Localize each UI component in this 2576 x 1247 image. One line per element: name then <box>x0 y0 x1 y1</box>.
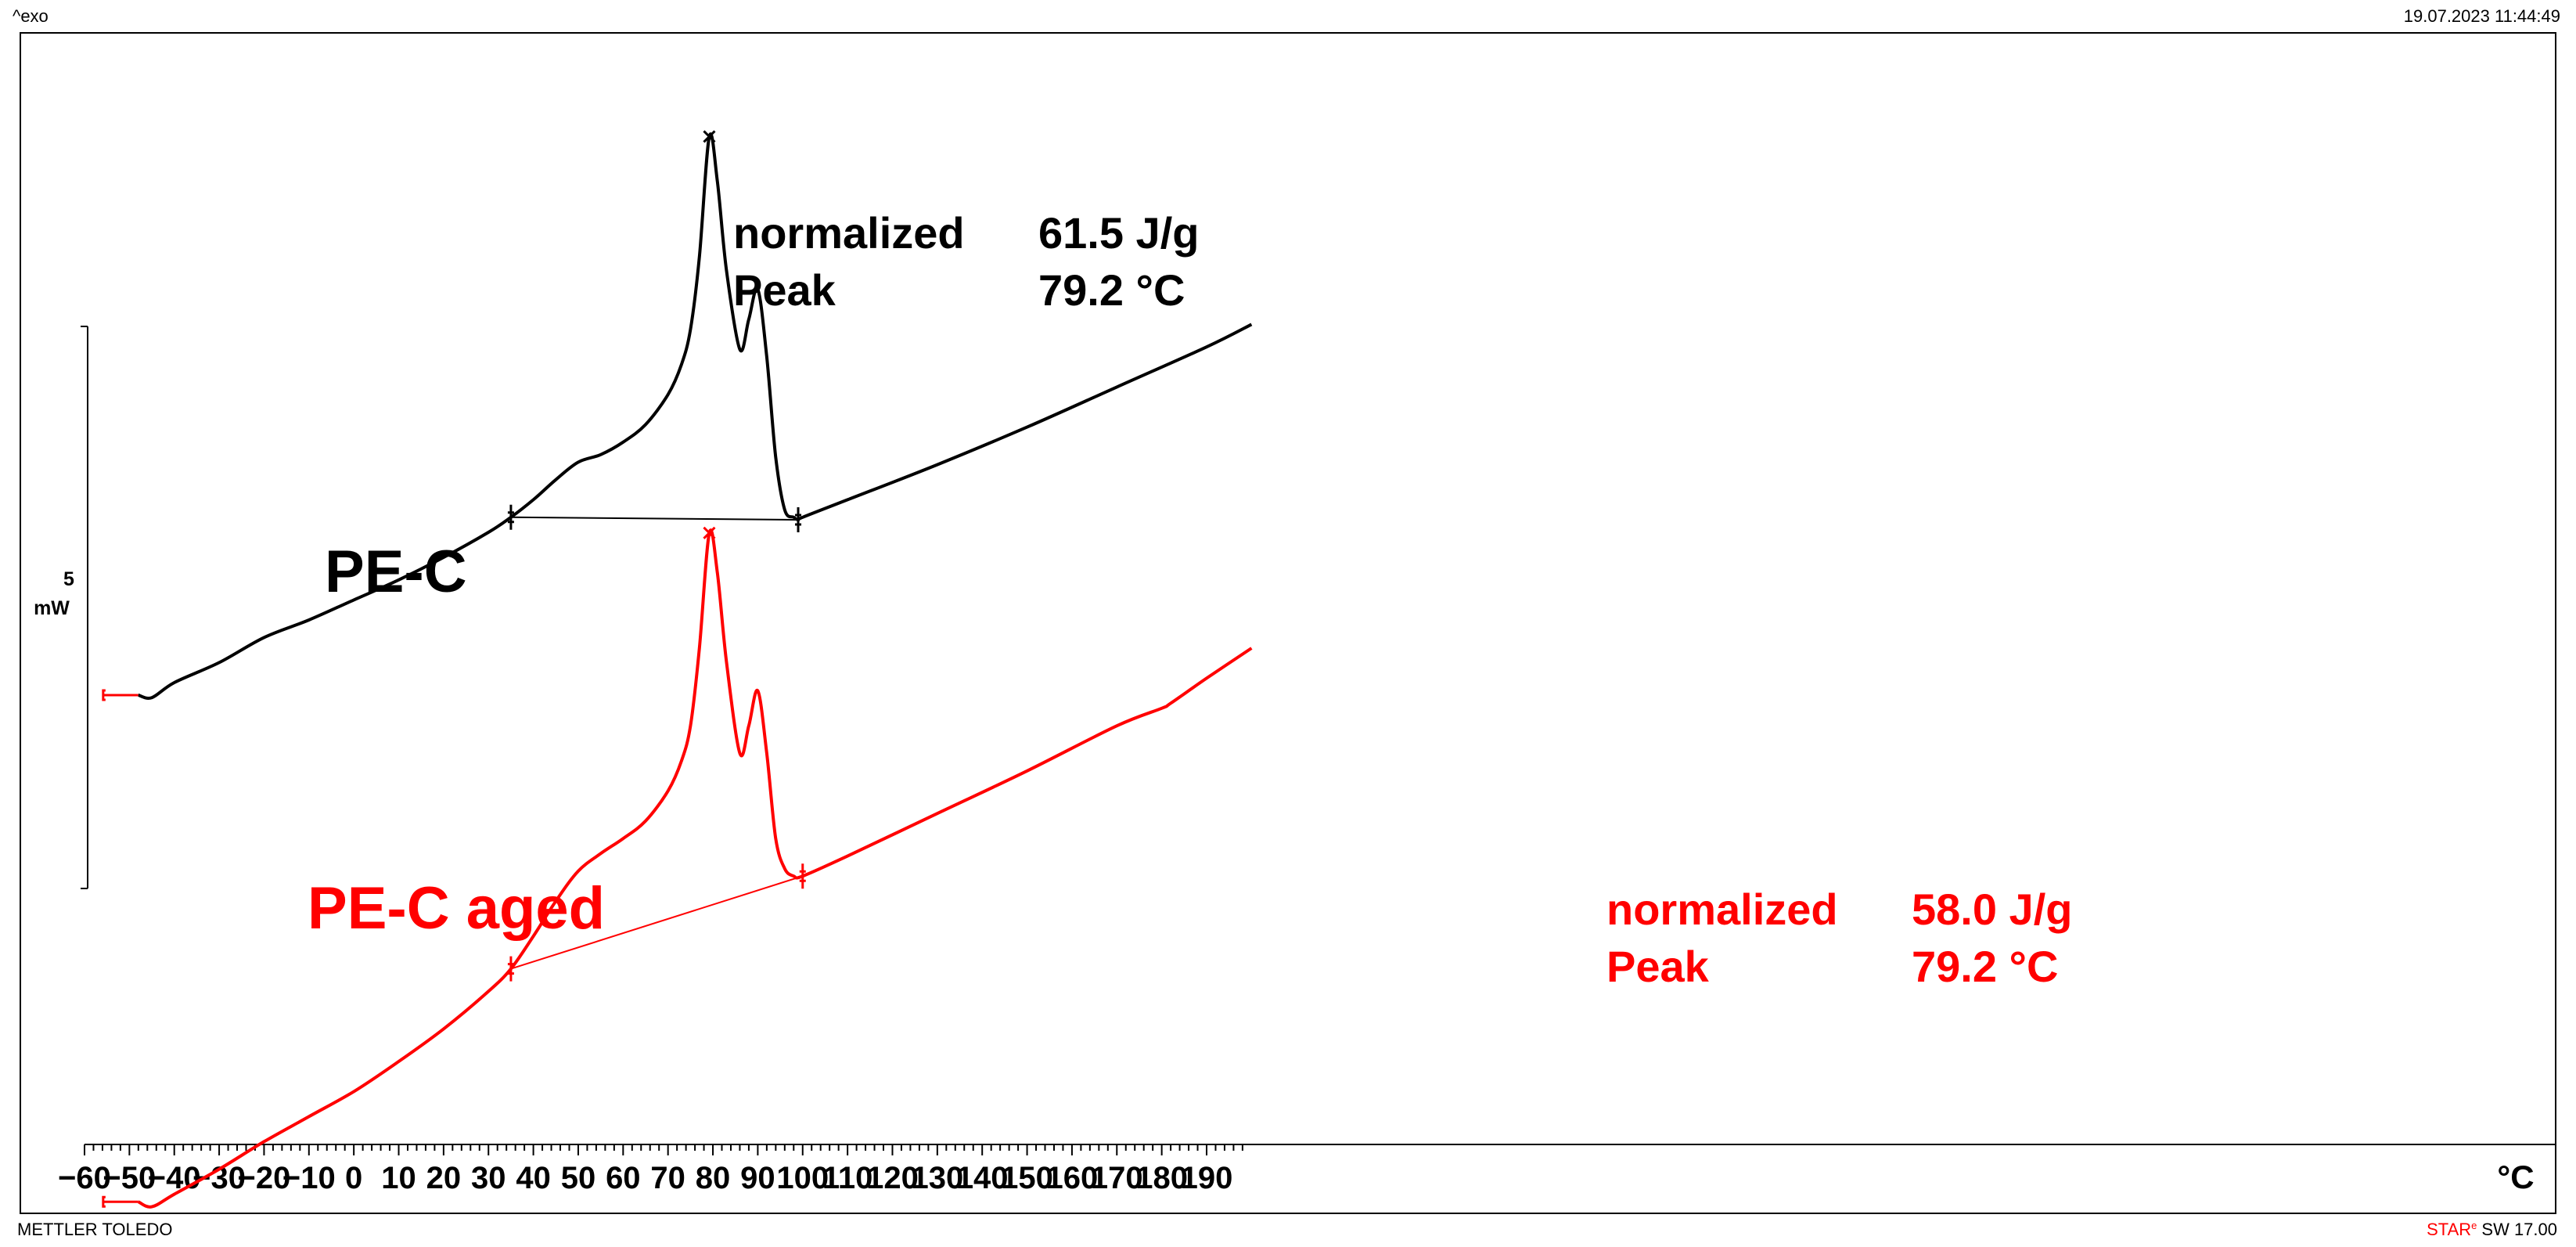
peak-marker <box>703 526 716 539</box>
x-tick-label: 60 <box>606 1161 641 1195</box>
normalized-value: 58.0 J/g <box>1912 885 2072 934</box>
software-star: STAR <box>2427 1220 2471 1239</box>
x-axis-ticks <box>84 1144 1243 1155</box>
normalized-label: normalized <box>1606 885 1838 934</box>
x-tick-label: 70 <box>650 1161 685 1195</box>
software-mark: e <box>2471 1220 2477 1231</box>
segment-start-marker <box>102 1195 139 1208</box>
x-tick-label: −40 <box>148 1161 201 1195</box>
integration-baseline <box>510 875 804 970</box>
exo-direction-label: ^exo <box>13 6 49 26</box>
x-tick-label: −10 <box>282 1161 336 1195</box>
series-line <box>138 132 1253 700</box>
software-label: STARe SW 17.00 <box>2427 1220 2557 1239</box>
x-tick-label: −60 <box>58 1161 111 1195</box>
x-tick-label: 20 <box>426 1161 462 1195</box>
peak-marker <box>703 130 716 143</box>
scale-bar: 5 mW <box>34 326 88 889</box>
x-tick-label: 40 <box>516 1161 551 1195</box>
x-tick-label: 180 <box>1135 1161 1188 1195</box>
x-tick-label: 170 <box>1091 1161 1143 1195</box>
normalized-label: normalized <box>733 208 965 258</box>
series-layer <box>102 130 1253 1209</box>
software-version: SW 17.00 <box>2481 1220 2557 1239</box>
x-tick-label: 80 <box>696 1161 731 1195</box>
series-pe-c-aged <box>102 526 1253 1209</box>
peak-value: 79.2 °C <box>1038 265 1185 315</box>
peak-label: Peak <box>733 265 836 315</box>
x-tick-label: 140 <box>956 1161 1009 1195</box>
segment-start-marker <box>102 689 139 701</box>
x-tick-label: −50 <box>103 1161 156 1195</box>
x-tick-label: 100 <box>776 1161 829 1195</box>
timestamp: 19.07.2023 11:44:49 <box>2404 6 2560 26</box>
x-tick-label: 160 <box>1046 1161 1099 1195</box>
x-tick-label: 90 <box>740 1161 775 1195</box>
x-tick-label: 0 <box>345 1161 362 1195</box>
series-line <box>137 528 1253 1209</box>
annotation-pe-c: normalized 61.5 J/g Peak 79.2 °C <box>733 208 1199 315</box>
peak-value: 79.2 °C <box>1912 942 2058 991</box>
annotation-pe-c-aged: normalized 58.0 J/g Peak 79.2 °C <box>1606 885 2072 991</box>
plot-frame <box>20 32 2556 1214</box>
x-tick-label: 10 <box>381 1161 416 1195</box>
integration-end-marker <box>799 863 806 889</box>
x-tick-label: 130 <box>911 1161 963 1195</box>
x-tick-label: 30 <box>471 1161 506 1195</box>
integration-baseline <box>510 516 799 521</box>
x-axis-tick-labels: −60−50−40−30−20−10 0 10 20 30 40 50 60 70 80 90 100… <box>58 1161 1232 1195</box>
peak-label: Peak <box>1606 942 1710 991</box>
integration-end-marker <box>795 507 802 532</box>
scale-bar-value: 5 <box>63 568 74 590</box>
x-tick-label: 120 <box>866 1161 919 1195</box>
series-label-pe-c-aged: PE-C aged <box>308 875 605 942</box>
x-tick-label: 110 <box>822 1161 873 1195</box>
series-label-pe-c: PE-C <box>325 539 467 605</box>
vendor-label: METTLER TOLEDO <box>17 1220 172 1239</box>
scale-bar-unit: mW <box>34 597 70 619</box>
x-tick-label: 50 <box>561 1161 596 1195</box>
x-tick-label: −20 <box>238 1161 291 1195</box>
integration-start-marker <box>507 956 514 982</box>
x-axis-unit: °C <box>2497 1159 2534 1195</box>
x-tick-label: 190 <box>1181 1161 1233 1195</box>
normalized-value: 61.5 J/g <box>1038 208 1199 258</box>
x-tick-label: 150 <box>1001 1161 1053 1195</box>
integration-start-marker <box>507 504 514 530</box>
series-pe-c <box>102 130 1253 701</box>
